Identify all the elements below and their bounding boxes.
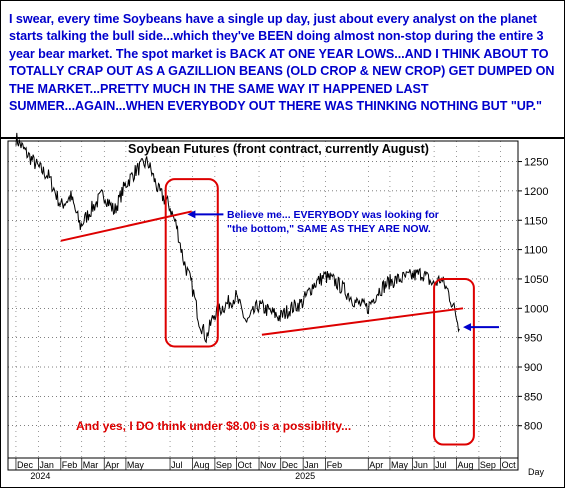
y-tick-label: 900 xyxy=(524,362,542,374)
y-tick-label: 1200 xyxy=(524,186,548,198)
x-tick-label: Sep xyxy=(480,460,496,470)
y-tick-label: 1000 xyxy=(524,303,548,315)
annotation-line-1: Believe me... EVERYBODY was looking for xyxy=(227,209,439,221)
x-tick-label: May xyxy=(391,460,409,470)
x-tick-label: Oct xyxy=(238,460,253,470)
year-label: 2025 xyxy=(295,471,315,481)
x-tick-label: Jul xyxy=(171,460,183,470)
x-tick-label: Apr xyxy=(105,460,119,470)
x-axis-label: Day xyxy=(528,467,545,477)
x-tick-label: Dec xyxy=(17,460,34,470)
x-tick-label: Feb xyxy=(62,460,78,470)
y-tick-label: 1100 xyxy=(524,245,548,257)
x-tick-label: Apr xyxy=(369,460,383,470)
x-tick-label: Jun xyxy=(413,460,428,470)
x-tick-label: Dec xyxy=(282,460,299,470)
trendline xyxy=(261,307,464,336)
x-tick-label: Feb xyxy=(327,460,343,470)
price-series-line xyxy=(15,132,460,344)
x-tick-label: Jan xyxy=(304,460,319,470)
y-tick-label: 1150 xyxy=(524,215,548,227)
y-axis: 800 850 900 950 1000 1050 1100 1150 1200 1250 xyxy=(518,157,548,433)
plot-border xyxy=(7,140,519,471)
commentary-box: I swear, every time Soybeans have a sing… xyxy=(1,1,564,139)
y-tick-label: 850 xyxy=(524,391,542,403)
commentary-text: I swear, every time Soybeans have a sing… xyxy=(9,12,555,114)
x-tick-label: Aug xyxy=(193,460,209,470)
annotation-overlays xyxy=(60,178,500,446)
y-tick-label: 800 xyxy=(524,421,542,433)
x-tick-label: Mar xyxy=(83,460,99,470)
year-label: 2024 xyxy=(30,471,50,481)
x-tick-label: May xyxy=(127,460,145,470)
y-tick-label: 950 xyxy=(524,333,542,345)
x-tick-label: Oct xyxy=(502,460,517,470)
annotation-bottom: And yes, I DO think under $8.00 is a pos… xyxy=(76,419,351,433)
highlight-box xyxy=(164,178,219,348)
arrow-head xyxy=(187,210,196,219)
y-tick-label: 1050 xyxy=(524,274,548,286)
chart-title: Soybean Futures (front contract, current… xyxy=(128,142,429,156)
x-axis: Dec Jan Feb Mar Apr May Jul Aug Sep Oct Nov Dec Jan F… xyxy=(8,457,518,481)
arrow-head xyxy=(463,323,472,332)
x-tick-label: Nov xyxy=(260,460,277,470)
x-tick-label: Sep xyxy=(216,460,232,470)
x-tick-label: Jan xyxy=(39,460,54,470)
highlight-box xyxy=(433,277,475,446)
x-tick-label: Jul xyxy=(435,460,447,470)
x-tick-label: Aug xyxy=(458,460,474,470)
trendline xyxy=(60,210,192,242)
grid xyxy=(8,141,518,458)
y-tick-label: 1250 xyxy=(524,157,548,169)
annotation-line-2: "the bottom," SAME AS THEY ARE NOW. xyxy=(227,223,431,235)
